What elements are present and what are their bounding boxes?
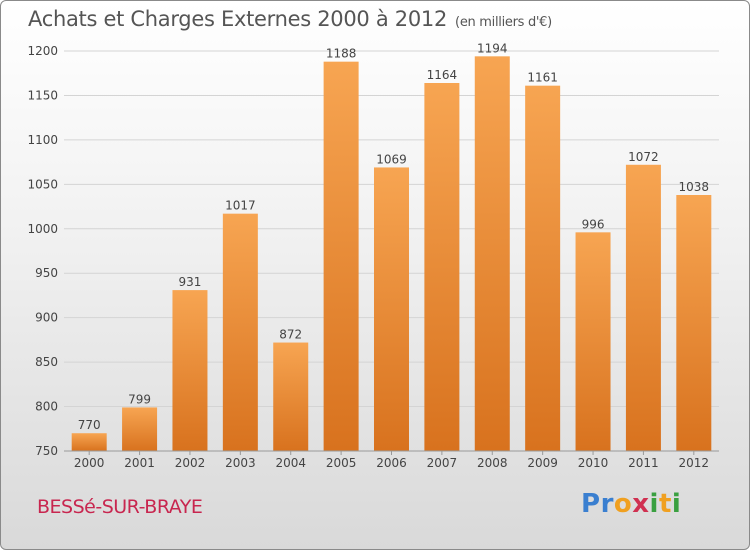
bar	[474, 56, 510, 451]
logo-letter: x	[632, 489, 650, 519]
bars: 770 799 931 1017 872 1188 1069 1164 1194 1161 996 1…	[71, 41, 712, 452]
y-tick-label: 950	[35, 266, 58, 280]
bar-value-label: 1017	[225, 199, 256, 213]
bar	[625, 164, 661, 451]
bar	[374, 167, 409, 451]
proxiti-logo: Proxiti	[581, 489, 681, 519]
chart-subtitle: (en milliers d'€)	[455, 15, 552, 30]
y-axis: 750 800 850 900 950 1000 1050 1100 1150 1200	[27, 44, 58, 458]
bar	[122, 407, 158, 451]
bar-value-label: 799	[128, 392, 151, 406]
bar-value-label: 1038	[679, 180, 710, 194]
x-tick-label: 2011	[628, 456, 659, 470]
bar	[323, 61, 359, 452]
bar-value-label: 770	[78, 418, 101, 432]
y-tick-label: 1050	[27, 177, 58, 191]
bar-value-label: 931	[179, 275, 202, 289]
bar	[676, 195, 712, 451]
bar	[525, 85, 561, 452]
bar	[222, 213, 258, 451]
x-tick-label: 2007	[427, 456, 458, 470]
x-tick-label: 2001	[124, 456, 155, 470]
x-tick-label: 2004	[275, 456, 306, 470]
y-tick-label: 1100	[27, 133, 58, 147]
bar-value-label: 1069	[376, 152, 407, 166]
bar	[424, 83, 460, 451]
x-tick-label: 2002	[175, 456, 206, 470]
bar	[273, 342, 309, 451]
x-tick-label: 2008	[477, 456, 508, 470]
y-tick-label: 900	[35, 311, 58, 325]
bar	[71, 433, 107, 451]
x-tick-label: 2009	[527, 456, 558, 470]
bar-value-label: 1188	[326, 47, 357, 61]
bar-value-label: 1072	[628, 150, 659, 164]
x-tick-label: 2012	[679, 456, 710, 470]
y-tick-label: 850	[35, 355, 58, 369]
chart-title: Achats et Charges Externes 2000 à 2012 (e…	[28, 7, 552, 31]
bar	[575, 232, 611, 451]
x-tick-label: 2006	[376, 456, 407, 470]
bar-value-label: 996	[582, 217, 605, 231]
bar-value-label: 1194	[477, 41, 508, 55]
y-tick-label: 1150	[27, 88, 58, 102]
bar-value-label: 1164	[427, 68, 458, 82]
y-tick-label: 1200	[27, 44, 58, 58]
bar-value-label: 872	[279, 328, 302, 342]
bar	[172, 290, 208, 451]
y-tick-label: 1000	[27, 222, 58, 236]
bar-value-label: 1161	[527, 71, 558, 85]
x-axis: 2000 2001 2002 2003 2004 2005 2006 2007 2008 2009…	[64, 450, 719, 470]
logo-letter: i	[649, 489, 659, 519]
logo-letter: i	[671, 489, 682, 519]
x-tick-label: 2000	[74, 456, 105, 470]
chart-title-text: Achats et Charges Externes 2000 à 2012	[28, 7, 448, 31]
x-tick-label: 2010	[578, 456, 609, 470]
x-tick-label: 2005	[326, 456, 357, 470]
y-tick-label: 750	[35, 444, 58, 458]
commune-name: BESSé-SUR-BRAYE	[37, 496, 203, 518]
logo-letter: o	[613, 489, 633, 519]
logo-letter: P	[581, 489, 601, 519]
y-tick-label: 800	[35, 400, 58, 414]
x-tick-label: 2003	[225, 456, 256, 470]
logo-letter: t	[658, 489, 672, 519]
logo-letter: r	[600, 489, 614, 519]
